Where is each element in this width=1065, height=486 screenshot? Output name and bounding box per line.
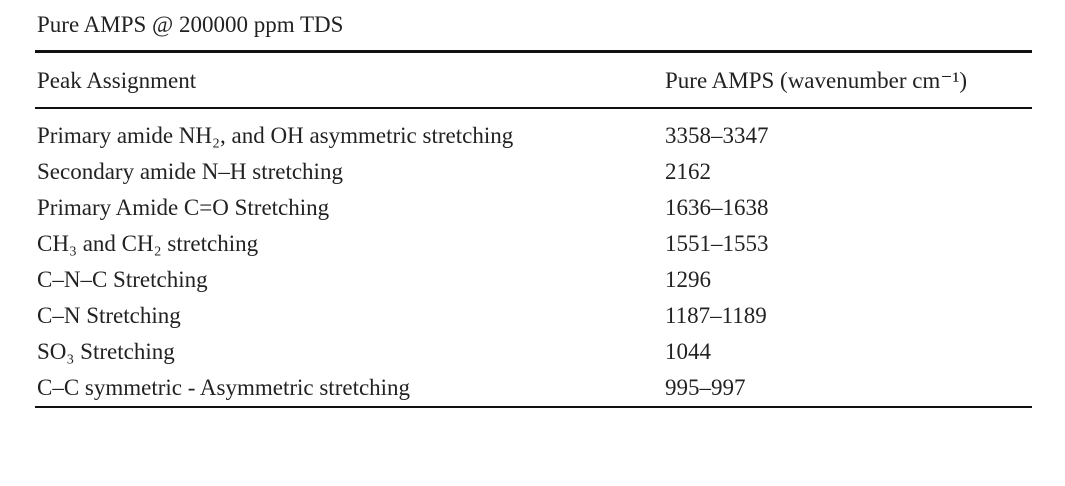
table-cell: CH₃ and CH₂ stretching: [35, 226, 663, 262]
table-cell: 995–997: [663, 370, 1032, 407]
header-row: Peak Assignment Pure AMPS (wavenumber cm…: [35, 51, 1032, 109]
table-body: Primary amide NH₂, and OH asymmetric str…: [35, 108, 1032, 407]
table-row: SO₃ Stretching 1044: [35, 334, 1032, 370]
table-cell: 2162: [663, 154, 1032, 190]
cell-text: Secondary amide N–H stretching: [37, 159, 343, 184]
table-cell: C–C symmetric - Asymmetric stretching: [35, 370, 663, 407]
cell-text: 2162: [665, 159, 711, 184]
cell-text: 3358–3347: [665, 123, 769, 148]
header-cell: Peak Assignment: [35, 52, 663, 109]
cell-text: C–C symmetric - Asymmetric stretching: [37, 375, 411, 400]
cell-text: 1044: [665, 339, 711, 364]
table-cell: 1551–1553: [663, 226, 1032, 262]
cell-text: C–N Stretching: [37, 303, 181, 328]
table-header: Peak Assignment Pure AMPS (wavenumber cm…: [35, 51, 1032, 109]
cell-text: Primary amide NH₂, and OH asymmetric str…: [37, 123, 514, 148]
header-cell: Pure AMPS (wavenumber cm⁻¹): [663, 52, 1032, 109]
data-table: Peak Assignment Pure AMPS (wavenumber cm…: [35, 50, 1032, 408]
table-row: C–N Stretching 1187–1189: [35, 298, 1032, 334]
table-cell: Primary amide NH₂, and OH asymmetric str…: [35, 108, 663, 154]
table-cell: 1044: [663, 334, 1032, 370]
header-text: Peak Assignment: [37, 68, 197, 93]
table-cell: SO₃ Stretching: [35, 334, 663, 370]
cell-text: Primary Amide C=O Stretching: [37, 195, 330, 220]
table-row: Primary Amide C=O Stretching 1636–1638: [35, 190, 1032, 226]
cell-text: C–N–C Stretching: [37, 267, 208, 292]
cell-text: CH₃ and CH₂ stretching: [37, 231, 259, 256]
table-cell: 1636–1638: [663, 190, 1032, 226]
table-row: Primary amide NH₂, and OH asymmetric str…: [35, 108, 1032, 154]
table-cell: C–N–C Stretching: [35, 262, 663, 298]
table-title: Pure AMPS @ 200000 ppm TDS: [37, 12, 344, 37]
table-cell: 1296: [663, 262, 1032, 298]
cell-text: SO₃ Stretching: [37, 339, 175, 364]
table-cell: 3358–3347: [663, 108, 1032, 154]
table-cell: Secondary amide N–H stretching: [35, 154, 663, 190]
table-cell: 1187–1189: [663, 298, 1032, 334]
table-row: CH₃ and CH₂ stretching 1551–1553: [35, 226, 1032, 262]
table-cell: Primary Amide C=O Stretching: [35, 190, 663, 226]
cell-text: 1187–1189: [665, 303, 767, 328]
table-row: C–N–C Stretching 1296: [35, 262, 1032, 298]
table-row: C–C symmetric - Asymmetric stretching 995…: [35, 370, 1032, 407]
cell-text: 995–997: [665, 375, 746, 400]
table-cell: C–N Stretching: [35, 298, 663, 334]
table-row: Secondary amide N–H stretching 2162: [35, 154, 1032, 190]
cell-text: 1551–1553: [665, 231, 769, 256]
cell-text: 1296: [665, 267, 711, 292]
cell-text: 1636–1638: [665, 195, 769, 220]
header-text: Pure AMPS (wavenumber cm⁻¹): [665, 68, 968, 93]
